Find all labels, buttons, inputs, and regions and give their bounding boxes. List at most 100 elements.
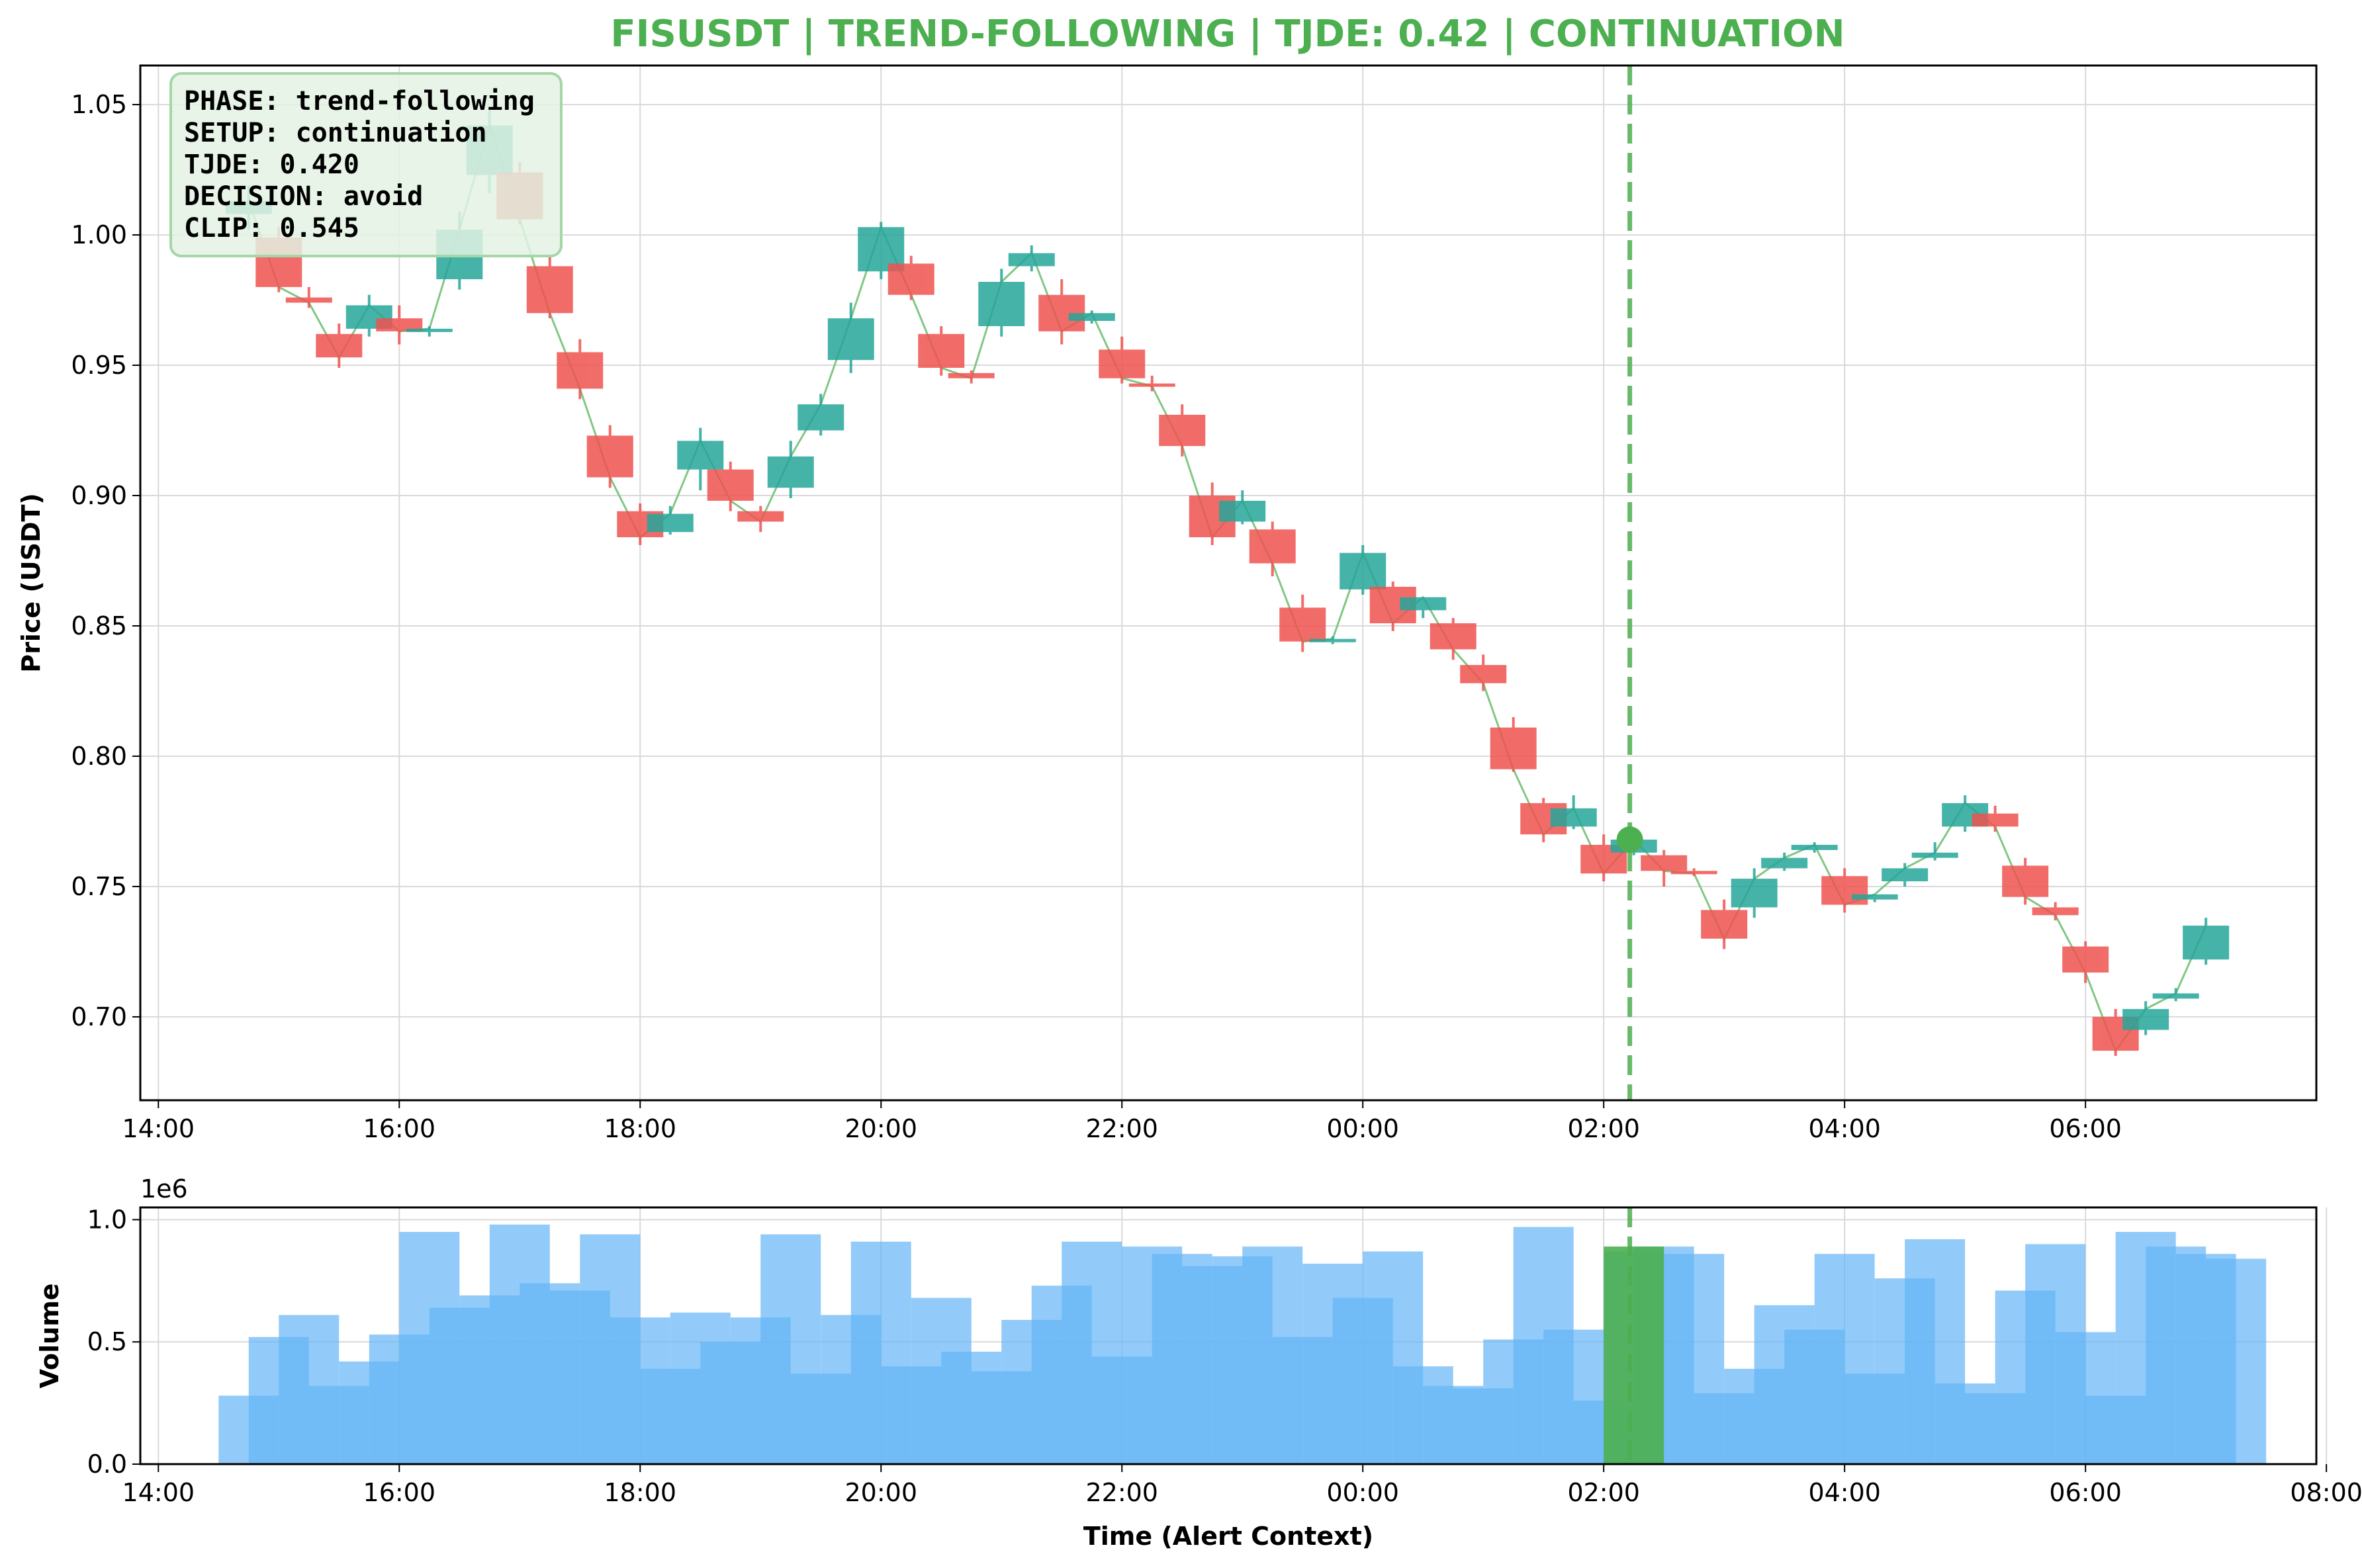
candle-body — [797, 404, 844, 431]
candle-body — [1249, 529, 1296, 564]
candle-body — [1821, 876, 1868, 905]
candle-body — [1972, 813, 2019, 827]
candle — [1128, 375, 1175, 392]
candle-body — [1309, 638, 1356, 642]
candle-body — [557, 352, 604, 389]
candle — [285, 286, 332, 308]
candle-body — [1430, 623, 1476, 650]
candle — [1279, 594, 1326, 652]
candle-body — [316, 333, 363, 358]
candle — [978, 269, 1025, 337]
info-setup: SETUP: continuation — [184, 118, 487, 148]
candle — [1882, 863, 1929, 887]
candle — [1249, 521, 1296, 577]
candle — [1972, 805, 2019, 832]
candle-body — [737, 511, 784, 522]
price-panel: 0.70 0.75 0.80 0.85 0.90 0.95 1.00 1.05 14:00 16… — [17, 64, 2318, 1143]
candle-body — [1008, 253, 1055, 267]
candle-body — [1460, 665, 1507, 683]
price-y-tick-label: 1.05 — [71, 90, 127, 119]
candle-body — [2032, 907, 2079, 916]
volume-x-tick-label: 00:00 — [1326, 1478, 1399, 1507]
info-decision: DECISION: avoid — [184, 181, 423, 212]
time-axis-label: Time (Alert Context) — [1083, 1522, 1373, 1551]
candle — [887, 255, 934, 300]
price-x-tick-label: 20:00 — [844, 1114, 917, 1143]
candle — [406, 326, 453, 337]
volume-x-ticks: 14:00 16:00 18:00 20:00 22:00 00:00 02:00 04:00… — [122, 1464, 2362, 1507]
candle — [827, 302, 874, 373]
price-x-tick-label: 00:00 — [1326, 1114, 1399, 1143]
volume-y-tick-label: 0.5 — [87, 1327, 127, 1356]
candle — [1099, 336, 1146, 384]
volume-x-tick-label: 06:00 — [2049, 1478, 2122, 1507]
candle — [2002, 857, 2049, 905]
candle — [557, 339, 604, 400]
candle — [1791, 842, 1838, 853]
candle — [1670, 868, 1717, 877]
candle — [677, 427, 724, 491]
candle-body — [406, 328, 453, 332]
candle-body — [586, 435, 633, 478]
candle-body — [1340, 552, 1386, 589]
candle-body — [918, 333, 965, 368]
alert-point — [1616, 826, 1643, 853]
price-x-tick-label: 02:00 — [1567, 1114, 1640, 1143]
volume-x-tick-label: 04:00 — [1808, 1478, 1881, 1507]
volume-x-tick-label: 16:00 — [363, 1478, 436, 1507]
candle-body — [1490, 727, 1537, 769]
candle-body — [827, 318, 874, 361]
price-y-tick-label: 0.90 — [71, 481, 127, 510]
candle-body — [1550, 808, 1597, 827]
candle-body — [1128, 383, 1175, 387]
price-y-tick-label: 0.85 — [71, 611, 127, 640]
candle-body — [1641, 855, 1688, 871]
candle-body — [2062, 946, 2109, 973]
price-x-tick-label: 06:00 — [2049, 1114, 2122, 1143]
info-tjde: TJDE: 0.420 — [184, 150, 359, 180]
candle-body — [1068, 313, 1115, 322]
candle — [316, 324, 363, 368]
price-y-tick-label: 0.80 — [71, 742, 127, 771]
info-clip: CLIP: 0.545 — [184, 213, 359, 243]
candle-body — [1159, 414, 1206, 447]
price-x-tick-label: 04:00 — [1808, 1114, 1881, 1143]
candle — [918, 326, 965, 376]
candle — [1309, 636, 1356, 644]
candle — [2062, 941, 2109, 983]
volume-x-tick-label: 20:00 — [844, 1478, 917, 1507]
candle — [1911, 842, 1958, 861]
volume-y-ticks: 0.0 0.5 1.0 — [87, 1205, 140, 1479]
price-axis-label: Price (USDT) — [17, 493, 46, 673]
candle-body — [2002, 865, 2049, 897]
chart-title: FISUSDT | TREND-FOLLOWING | TJDE: 0.42 |… — [610, 13, 1844, 56]
volume-y-tick-label: 1.0 — [87, 1205, 127, 1234]
candle-body — [978, 281, 1025, 326]
price-x-tick-label: 14:00 — [122, 1114, 195, 1143]
candle — [1761, 852, 1808, 871]
candle — [586, 425, 633, 488]
candle — [858, 222, 905, 280]
candle-body — [1761, 857, 1808, 869]
candle — [797, 394, 844, 436]
volume-panel: 0.0 0.5 1.0 14:00 16:00 18:00 20:00 22:00 00:00… — [35, 1174, 2362, 1551]
alert-volume-bar — [1604, 1246, 1664, 1464]
volume-x-tick-label: 14:00 — [122, 1478, 195, 1507]
info-phase: PHASE: trend-following — [184, 86, 535, 116]
candle — [2122, 1001, 2169, 1035]
candle-body — [1882, 868, 1929, 882]
candle-body — [1851, 894, 1898, 900]
candle-body — [285, 297, 332, 303]
candle — [1641, 849, 1688, 887]
candle — [1550, 795, 1597, 830]
price-y-tick-label: 0.95 — [71, 351, 127, 380]
candle — [1008, 245, 1055, 272]
candle — [1400, 597, 1447, 619]
candle-body — [1670, 871, 1717, 875]
candle-body — [1219, 500, 1266, 522]
volume-x-tick-label: 18:00 — [604, 1478, 677, 1507]
volume-bar — [2206, 1258, 2267, 1464]
candle — [1460, 654, 1507, 691]
candle-body — [948, 372, 995, 378]
